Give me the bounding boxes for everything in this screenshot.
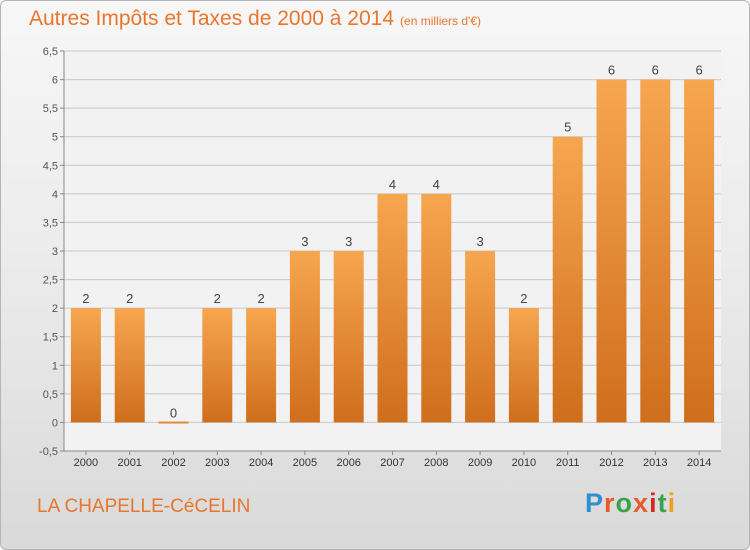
x-tick-label: 2010 (512, 457, 536, 469)
data-label: 6 (608, 63, 615, 78)
bar (158, 421, 189, 424)
data-label: 4 (433, 177, 440, 192)
x-tick-label: 2013 (643, 457, 667, 469)
x-tick-label: 2000 (74, 457, 98, 469)
y-tick-label: 2,5 (43, 275, 58, 287)
bar (684, 79, 715, 423)
x-tick-label: 2006 (336, 457, 360, 469)
y-tick-label: 3 (52, 246, 58, 258)
bar (202, 308, 233, 423)
y-tick-label: 1,5 (43, 332, 58, 344)
bar (70, 308, 101, 423)
logo-letter: i (649, 488, 658, 518)
logo-letter: r (604, 488, 616, 518)
y-tick-label: 4,5 (43, 160, 58, 172)
bar (465, 251, 496, 423)
data-label: 2 (82, 291, 89, 306)
x-tick-label: 2007 (380, 457, 404, 469)
data-label: 0 (170, 405, 177, 420)
logo-letter: i (667, 488, 677, 518)
y-tick-label: 5 (52, 132, 58, 144)
x-tick-label: 2014 (687, 457, 711, 469)
bar (246, 308, 277, 423)
logo-letter: t (657, 488, 668, 518)
x-tick-label: 2001 (117, 457, 141, 469)
y-tick-label: 6,5 (43, 46, 58, 58)
data-label: 3 (301, 234, 308, 249)
data-label: 3 (476, 234, 483, 249)
data-label: 4 (389, 177, 396, 192)
x-tick-label: 2009 (468, 457, 492, 469)
data-label: 5 (564, 120, 571, 135)
y-tick-label: 4 (52, 189, 58, 201)
x-tick-label: 2012 (599, 457, 623, 469)
data-label: 2 (520, 291, 527, 306)
x-tick-label: 2011 (556, 457, 580, 469)
bar (114, 308, 145, 423)
chart-title-text: Autres Impôts et Taxes de 2000 à 2014 (29, 7, 395, 30)
bar (421, 193, 452, 423)
data-label: 2 (214, 291, 221, 306)
logo-letter: o (615, 488, 634, 518)
proxiti-logo: Proxiti (585, 488, 676, 519)
y-tick-label: -0,5 (39, 446, 58, 458)
chart-unit: (en milliers d'€) (400, 14, 482, 28)
logo-letter: P (585, 488, 605, 518)
bar (508, 308, 539, 423)
data-label: 2 (257, 291, 264, 306)
data-label: 6 (652, 63, 659, 78)
bar (640, 79, 671, 423)
bar (377, 193, 408, 423)
bar (552, 136, 583, 423)
logo-letter: x (633, 488, 650, 518)
chart-title: Autres Impôts et Taxes de 2000 à 2014 (en… (29, 7, 481, 31)
bar (333, 251, 364, 423)
data-label: 3 (345, 234, 352, 249)
commune-name: LA CHAPELLE-CéCELIN (37, 496, 251, 517)
y-tick-label: 2 (52, 303, 58, 315)
data-label: 2 (126, 291, 133, 306)
x-tick-label: 2003 (205, 457, 229, 469)
bar (289, 251, 320, 423)
y-tick-label: 5,5 (43, 103, 58, 115)
x-tick-label: 2004 (249, 457, 273, 469)
y-tick-label: 0,5 (43, 389, 58, 401)
x-tick-label: 2008 (424, 457, 448, 469)
y-tick-label: 0 (52, 417, 58, 429)
data-label: 6 (695, 63, 702, 78)
x-tick-label: 2002 (161, 457, 185, 469)
y-tick-label: 6 (52, 75, 58, 87)
y-tick-label: 3,5 (43, 217, 58, 229)
x-tick-label: 2005 (293, 457, 317, 469)
y-tick-label: 1 (52, 360, 58, 372)
bar (596, 79, 627, 423)
